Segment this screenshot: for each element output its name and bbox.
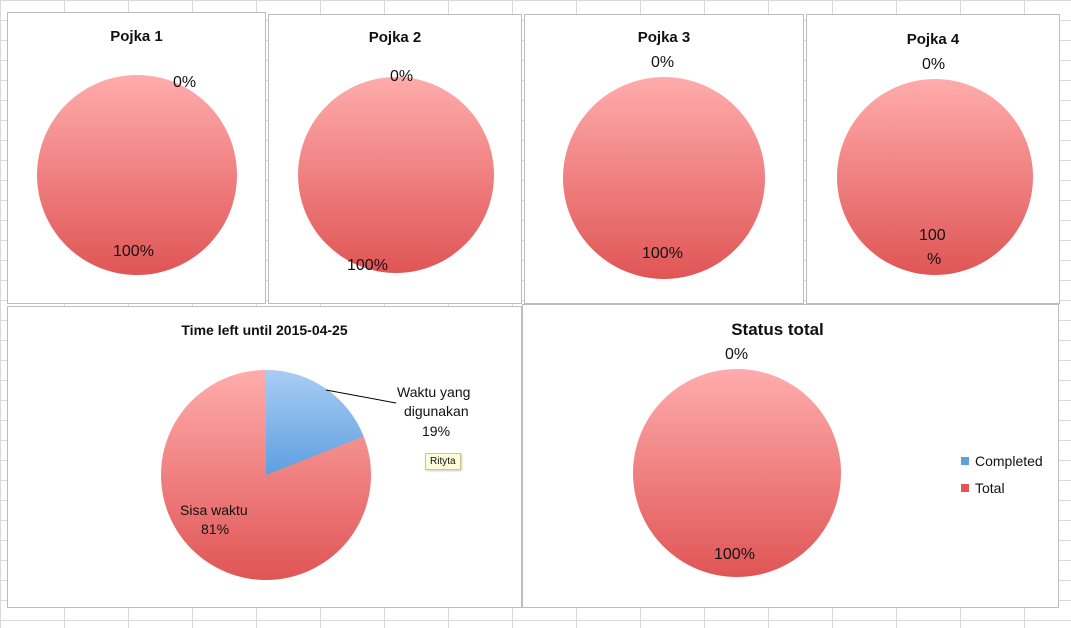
data-label-total-line1: 100 <box>919 227 946 244</box>
data-label-completed: 0% <box>390 68 414 85</box>
pie-svg <box>37 75 237 275</box>
data-label-sisa-name: Sisa waktu <box>180 502 248 518</box>
legend-swatch-total <box>961 484 969 492</box>
pie-slice-waktu-yang-digunakan[interactable] <box>266 370 364 475</box>
pie-svg <box>837 79 1033 275</box>
data-label-used-value: 19% <box>422 423 451 439</box>
pie-svg <box>563 77 765 279</box>
pie-svg <box>633 369 841 577</box>
legend-label-total: Total <box>975 480 1005 496</box>
chart-title: Pojka 2 <box>368 29 422 46</box>
pie-slice-total[interactable] <box>298 77 494 273</box>
legend-entry-completed[interactable]: Completed <box>961 453 1043 469</box>
data-label-total: 100% <box>642 245 683 262</box>
comment-note[interactable]: Rityta <box>425 453 461 470</box>
data-label-used-name-line1: Waktu yang <box>397 384 471 400</box>
pie-svg <box>161 370 397 580</box>
legend-swatch-completed <box>961 457 969 465</box>
chart-panel-status-total[interactable]: Status total 0% 100% Completed Total <box>522 304 1059 608</box>
data-label-total: 100% <box>347 257 388 274</box>
chart-title: Pojka 4 <box>906 31 960 48</box>
pie-slice-total[interactable] <box>37 75 237 275</box>
chart-title: Pojka 3 <box>637 29 691 46</box>
data-label-completed: 0% <box>173 74 197 91</box>
chart-title: Time left until 2015-04-25 <box>181 322 348 338</box>
chart-legend: Completed Total <box>961 453 1043 507</box>
chart-panel-pojka-1[interactable]: Pojka 1 0% 100% <box>7 12 266 304</box>
chart-panel-pojka-3[interactable]: Pojka 3 0% 100% <box>524 14 804 304</box>
data-label-completed: 0% <box>922 56 946 73</box>
data-label-sisa-value: 81% <box>201 521 230 537</box>
leader-line <box>325 389 397 404</box>
pie-slice-total[interactable] <box>563 77 765 279</box>
pie-svg <box>298 77 494 273</box>
data-label-total: 100% <box>714 546 755 563</box>
data-label-total-line2: % <box>927 251 942 268</box>
pie-slice-total[interactable] <box>837 79 1033 275</box>
chart-panel-pojka-4[interactable]: Pojka 4 0% 100 % <box>806 14 1060 304</box>
chart-title: Status total <box>731 320 824 339</box>
chart-panel-time-left[interactable]: Time left until 2015-04-25 Waktu yang di… <box>7 306 522 608</box>
chart-panel-pojka-2[interactable]: Pojka 2 0% 100% <box>268 14 522 304</box>
chart-title: Pojka 1 <box>110 28 163 45</box>
legend-label-completed: Completed <box>975 453 1043 469</box>
data-label-used-name-line2: digunakan <box>404 403 469 419</box>
data-label-total: 100% <box>113 243 154 260</box>
data-label-completed: 0% <box>725 346 749 363</box>
data-label-completed: 0% <box>651 54 675 71</box>
pie-slice-total[interactable] <box>633 369 841 577</box>
legend-entry-total[interactable]: Total <box>961 480 1043 496</box>
